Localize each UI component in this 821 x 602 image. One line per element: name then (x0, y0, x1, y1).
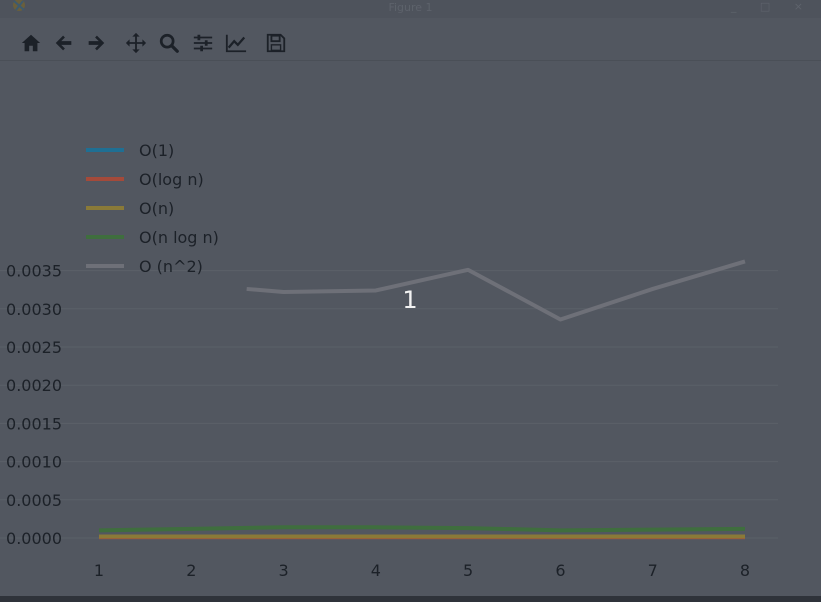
overlay-label: 1 (402, 286, 418, 314)
legend-label: O(n log n) (139, 228, 219, 247)
x-tick-label: 5 (463, 561, 473, 580)
x-tick-label: 7 (648, 561, 658, 580)
edit-axis-curve-icon (225, 34, 247, 53)
y-tick-label: 0.0025 (6, 338, 62, 357)
line-chart: 0.0000 0.0005 0.0010 0.0015 0.0020 0.0025 0.00… (0, 141, 778, 580)
x-tick-label: 8 (740, 561, 750, 580)
legend-label: O(log n) (139, 170, 204, 189)
back-button[interactable] (52, 31, 76, 55)
window-controls[interactable]: _ □ × (730, 0, 813, 13)
series-line (246, 259, 746, 322)
configure-subplots-icon (193, 34, 213, 52)
pan-move-icon (125, 32, 147, 54)
home-button[interactable] (19, 31, 43, 55)
configure-subplots-button[interactable] (191, 31, 215, 55)
zoom-button[interactable] (157, 31, 181, 55)
y-tick-label: 0.0005 (6, 491, 62, 510)
x-tick-label: 6 (555, 561, 565, 580)
save-button[interactable] (264, 31, 288, 55)
forward-arrow-icon (88, 35, 105, 51)
y-tick-label: 0.0035 (6, 262, 62, 281)
y-tick-label: 0.0000 (6, 529, 62, 548)
app-icon (8, 0, 30, 16)
status-bar (0, 596, 821, 602)
x-tick-label: 1 (94, 561, 104, 580)
y-tick-label: 0.0015 (6, 414, 62, 433)
legend-label: O (n^2) (139, 257, 203, 276)
y-tick-label: 0.0020 (6, 376, 62, 395)
home-icon (21, 34, 41, 52)
save-floppy-icon (266, 33, 286, 53)
navigation-toolbar (0, 22, 821, 61)
window-titlebar: Figure 1 _ □ × (0, 0, 821, 18)
legend-label: O(1) (139, 141, 174, 160)
edit-axis-button[interactable] (224, 31, 248, 55)
x-tick-label: 3 (278, 561, 288, 580)
series-line (98, 525, 746, 533)
y-tick-label: 0.0010 (6, 453, 62, 472)
forward-button[interactable] (84, 31, 108, 55)
legend-label: O(n) (139, 199, 174, 218)
x-tick-label: 4 (371, 561, 381, 580)
figure-canvas[interactable]: 0.0000 0.0005 0.0010 0.0015 0.0020 0.0025 0.00… (0, 60, 821, 596)
zoom-magnifier-icon (159, 33, 179, 53)
y-tick-label: 0.0030 (6, 300, 62, 319)
x-tick-label: 2 (186, 561, 196, 580)
back-arrow-icon (55, 35, 72, 51)
pan-button[interactable] (124, 31, 148, 55)
window-title: Figure 1 (388, 1, 433, 14)
